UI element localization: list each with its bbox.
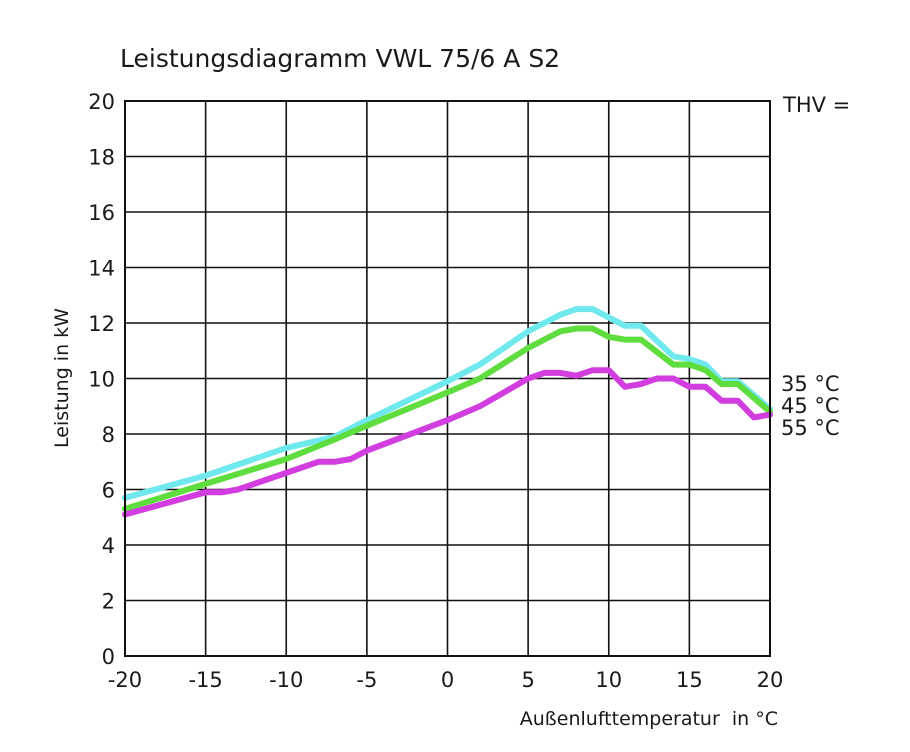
series-line-55c — [122, 367, 773, 518]
series-lines — [122, 306, 773, 518]
y-tick-label: 16 — [88, 201, 115, 225]
series-line-45c — [122, 325, 773, 512]
grid-lines — [124, 100, 771, 657]
legend: 35 °C45 °C55 °C — [781, 372, 840, 440]
legend-label: 45 °C — [781, 394, 840, 418]
x-tick-label: 5 — [521, 668, 534, 692]
y-tick-label: 4 — [102, 534, 115, 558]
x-tick-label: 20 — [757, 668, 784, 692]
x-axis-label: Außenlufttemperatur in °C — [520, 708, 778, 730]
x-tick-label: -5 — [356, 668, 377, 692]
plot-frame — [124, 100, 771, 657]
x-tick-label: 0 — [441, 668, 454, 692]
x-tick-label: 15 — [676, 668, 703, 692]
legend-label: 55 °C — [781, 416, 840, 440]
y-tick-label: 18 — [88, 146, 115, 170]
tick-labels: -20 -15 -10 -5 0 5 10 15 20 0 2 4 6 8 10 12 14 16 18 20 — [88, 90, 783, 692]
y-tick-label: 12 — [88, 312, 115, 336]
legend-title: THV = — [782, 93, 850, 117]
y-tick-label: 2 — [102, 590, 115, 614]
y-tick-label: 20 — [88, 90, 115, 114]
x-tick-label: -20 — [108, 668, 142, 692]
y-tick-label: 0 — [102, 645, 115, 669]
x-tick-label: -10 — [269, 668, 303, 692]
x-tick-label: 10 — [595, 668, 622, 692]
y-tick-label: 10 — [88, 368, 115, 392]
legend-label: 35 °C — [781, 372, 840, 396]
x-tick-label: -15 — [188, 668, 222, 692]
y-tick-label: 8 — [102, 423, 115, 447]
y-axis-label: Leistung in kW — [51, 308, 73, 448]
chart-title: Leistungsdiagramm VWL 75/6 A S2 — [120, 44, 560, 73]
y-tick-label: 6 — [102, 479, 115, 503]
y-tick-label: 14 — [88, 257, 115, 281]
